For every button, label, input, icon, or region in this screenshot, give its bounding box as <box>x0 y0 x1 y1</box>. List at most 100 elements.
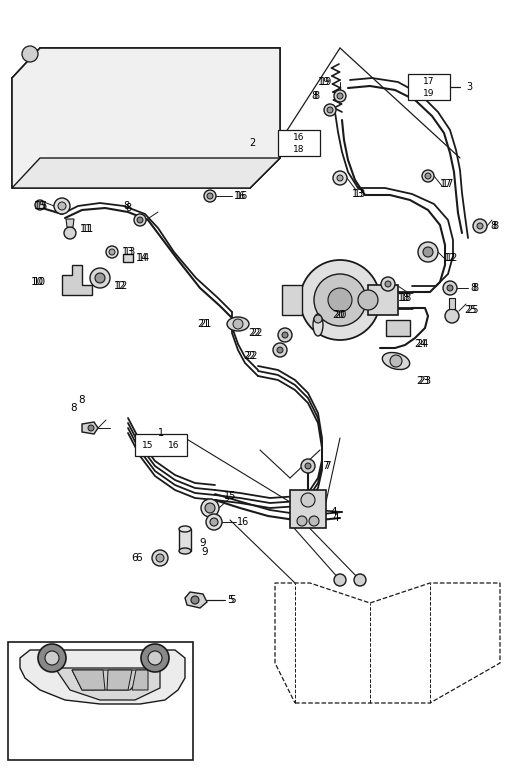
Text: 9: 9 <box>199 538 205 548</box>
Text: 5: 5 <box>227 595 233 605</box>
Text: 8: 8 <box>471 283 477 293</box>
Text: 7: 7 <box>323 461 330 471</box>
Bar <box>135 434 187 456</box>
Circle shape <box>35 200 45 210</box>
Bar <box>123 254 133 262</box>
Text: 22: 22 <box>245 351 258 361</box>
Circle shape <box>421 170 433 182</box>
Circle shape <box>472 219 486 233</box>
Circle shape <box>326 107 332 113</box>
Circle shape <box>336 93 343 99</box>
Circle shape <box>417 242 437 262</box>
Bar <box>277 130 319 156</box>
Circle shape <box>277 328 292 342</box>
Circle shape <box>90 268 110 288</box>
Text: 16: 16 <box>168 441 179 449</box>
Polygon shape <box>448 298 454 309</box>
Text: 8: 8 <box>78 395 85 405</box>
Text: 15: 15 <box>223 491 236 501</box>
Text: 3: 3 <box>465 82 471 92</box>
Text: 24: 24 <box>413 339 426 349</box>
Text: 25: 25 <box>463 305 475 315</box>
Circle shape <box>191 596 199 604</box>
Text: 6: 6 <box>135 553 142 563</box>
Text: 19: 19 <box>422 90 434 98</box>
Text: 14: 14 <box>136 253 148 263</box>
Circle shape <box>422 247 432 257</box>
Circle shape <box>296 516 306 526</box>
Text: 17: 17 <box>441 179 454 189</box>
Polygon shape <box>12 158 279 188</box>
Text: 19: 19 <box>317 77 329 87</box>
Polygon shape <box>55 668 160 700</box>
Circle shape <box>109 249 115 255</box>
Circle shape <box>272 343 287 357</box>
Bar <box>179 529 191 551</box>
Circle shape <box>353 574 365 586</box>
Circle shape <box>281 332 288 338</box>
Bar <box>385 320 409 336</box>
Circle shape <box>210 518 217 526</box>
Text: 20: 20 <box>333 310 346 320</box>
Text: 16: 16 <box>234 191 246 201</box>
Text: 13: 13 <box>122 247 134 257</box>
Text: 21: 21 <box>199 319 212 329</box>
Circle shape <box>327 288 351 312</box>
Circle shape <box>476 223 482 229</box>
Circle shape <box>64 227 76 239</box>
Text: 18: 18 <box>399 293 411 303</box>
Text: 25: 25 <box>465 305 477 315</box>
Bar <box>281 285 301 315</box>
Text: 7: 7 <box>321 461 328 471</box>
Text: 8: 8 <box>125 203 131 213</box>
Text: 15: 15 <box>36 201 48 211</box>
Circle shape <box>380 277 394 291</box>
Circle shape <box>446 285 452 291</box>
Text: 22: 22 <box>248 328 261 338</box>
Text: 11: 11 <box>82 224 94 234</box>
Ellipse shape <box>179 548 191 554</box>
Text: 8: 8 <box>123 201 129 211</box>
Text: 11: 11 <box>80 224 92 234</box>
Circle shape <box>95 273 105 283</box>
Circle shape <box>106 246 118 258</box>
Text: 23: 23 <box>415 376 429 386</box>
Ellipse shape <box>382 353 409 369</box>
Text: 10: 10 <box>31 277 44 287</box>
Text: 6: 6 <box>131 553 138 563</box>
Circle shape <box>152 550 167 566</box>
Circle shape <box>88 425 94 431</box>
Text: 10: 10 <box>33 277 46 287</box>
Text: 4: 4 <box>331 513 338 523</box>
Circle shape <box>148 651 162 665</box>
Text: 2: 2 <box>248 138 254 148</box>
Text: 13: 13 <box>353 189 365 199</box>
Polygon shape <box>72 670 105 690</box>
Ellipse shape <box>227 317 248 331</box>
Circle shape <box>314 274 365 326</box>
Circle shape <box>300 493 315 507</box>
Text: 8: 8 <box>313 91 319 101</box>
Circle shape <box>54 198 70 214</box>
Circle shape <box>444 309 458 323</box>
Circle shape <box>233 319 242 329</box>
Circle shape <box>134 214 146 226</box>
Text: 8: 8 <box>491 221 497 231</box>
Text: 20: 20 <box>331 310 344 320</box>
Circle shape <box>442 281 456 295</box>
Text: 8: 8 <box>469 283 475 293</box>
Text: 16: 16 <box>293 133 304 141</box>
Ellipse shape <box>313 314 322 336</box>
Text: 17: 17 <box>439 179 451 189</box>
Bar <box>407 74 449 100</box>
Ellipse shape <box>179 526 191 532</box>
Polygon shape <box>66 219 74 227</box>
Polygon shape <box>12 48 279 188</box>
Text: 19: 19 <box>319 77 331 87</box>
Text: 8: 8 <box>71 403 77 413</box>
Polygon shape <box>20 650 185 704</box>
Text: 17: 17 <box>422 77 434 85</box>
Text: 13: 13 <box>351 189 363 199</box>
Text: 8: 8 <box>489 221 495 231</box>
Polygon shape <box>72 670 148 690</box>
